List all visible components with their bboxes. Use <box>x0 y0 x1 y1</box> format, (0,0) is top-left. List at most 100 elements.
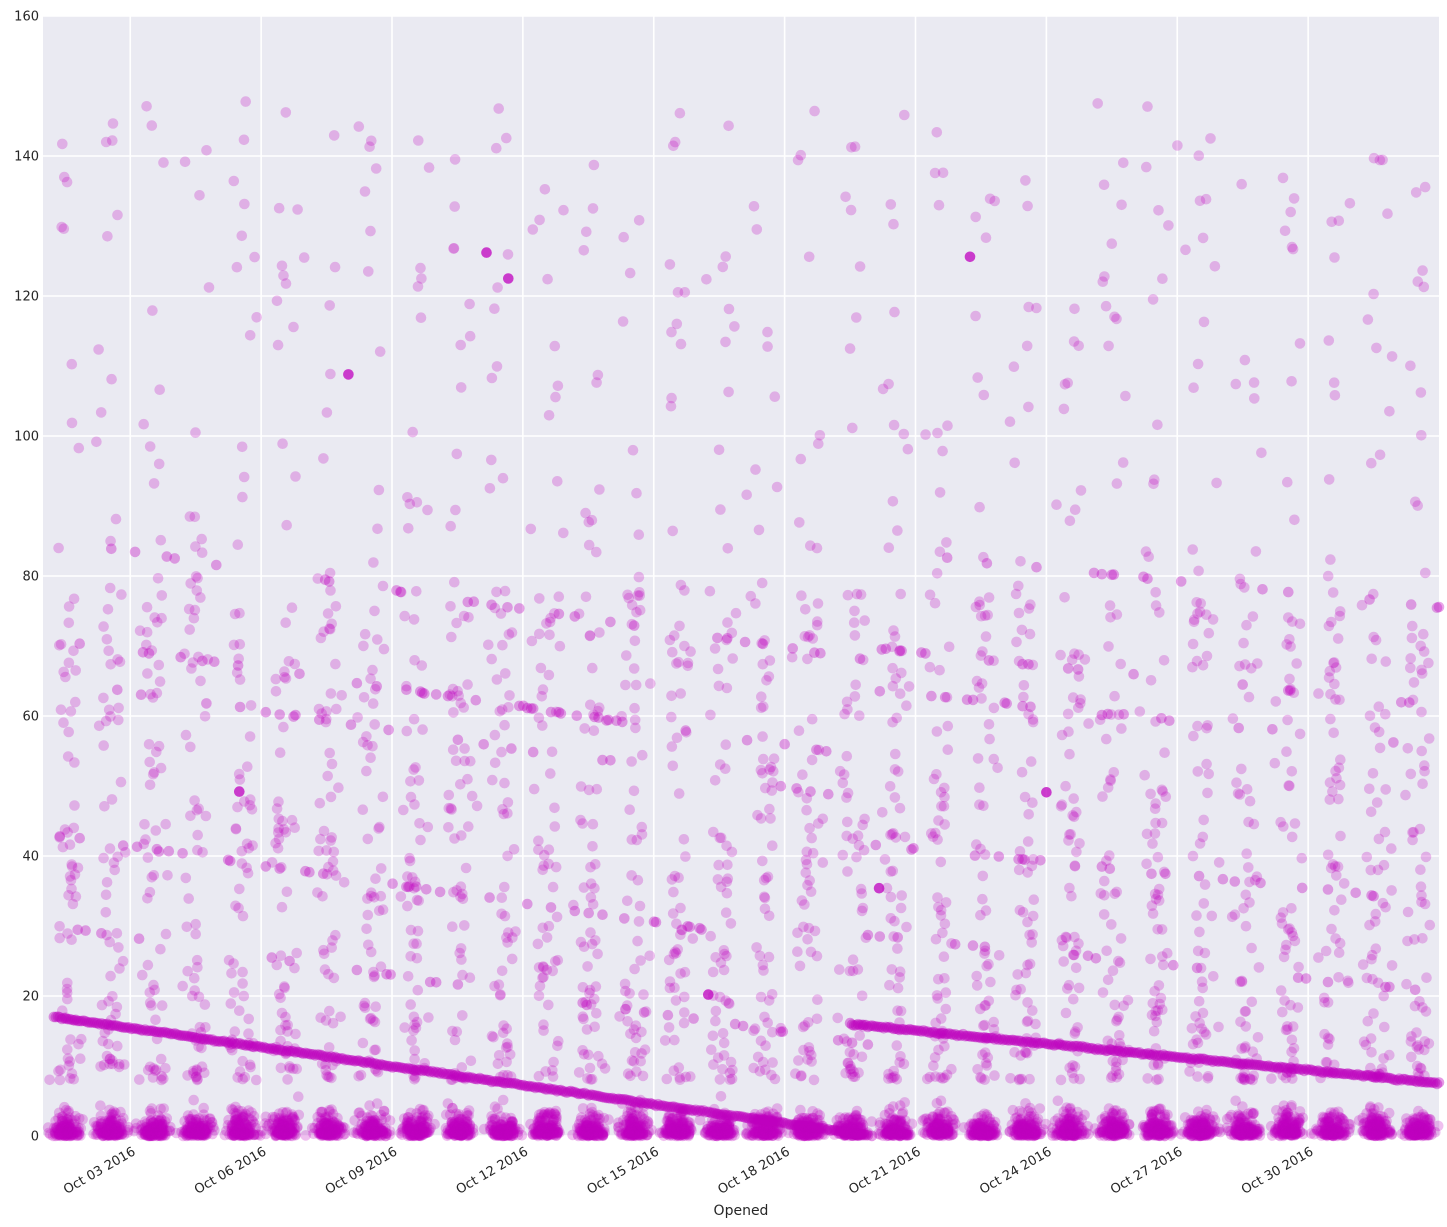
scatter-point <box>115 776 127 788</box>
scatter-point <box>985 976 996 988</box>
scatter-point <box>66 417 78 429</box>
scatter-point <box>150 1064 162 1076</box>
scatter-point <box>358 1000 370 1012</box>
scatter-point <box>235 1129 246 1141</box>
scatter-point <box>288 321 299 333</box>
scatter-point <box>192 572 203 584</box>
scatter-point <box>273 813 285 825</box>
scatter-point <box>105 1127 116 1139</box>
scatter-point <box>272 339 284 351</box>
scatter-point <box>62 1117 73 1128</box>
scatter-point <box>415 262 426 274</box>
scatter-point <box>185 578 196 589</box>
scatter-point <box>494 1118 506 1130</box>
scatter-point <box>150 1128 161 1139</box>
scatter-point <box>500 1042 512 1053</box>
scatter-point <box>1016 766 1028 778</box>
scatter-point <box>538 860 550 871</box>
scatter-point <box>157 1130 168 1141</box>
scatter-point <box>273 796 284 807</box>
scatter-point <box>229 608 241 620</box>
scatter-point <box>112 851 123 863</box>
scatter-point <box>486 1030 498 1042</box>
scatter-point <box>61 1114 72 1125</box>
scatter-point <box>185 1127 196 1139</box>
scatter-point <box>238 471 250 483</box>
scatter-point <box>185 1127 197 1139</box>
scatter-point <box>629 702 640 714</box>
scatter-point <box>114 656 126 668</box>
scatter-point <box>158 1119 169 1130</box>
scatter-point <box>53 1124 64 1135</box>
scatter-point <box>241 862 252 874</box>
scatter-point <box>338 877 350 888</box>
scatter-point <box>449 833 460 844</box>
scatter-point <box>940 987 952 998</box>
scatter-point <box>143 1130 155 1142</box>
scatter-point <box>231 1125 243 1136</box>
scatter-point <box>155 943 166 955</box>
scatter-point <box>57 1128 69 1139</box>
scatter-point <box>771 481 783 493</box>
scatter-point <box>113 1121 124 1133</box>
scatter-point <box>543 410 555 421</box>
scatter-point <box>497 1094 509 1106</box>
scatter-point <box>100 889 112 901</box>
scatter-point <box>189 1127 200 1138</box>
scatter-point <box>879 854 891 865</box>
scatter-point <box>182 1128 194 1139</box>
scatter-point <box>849 630 861 641</box>
scatter-point <box>115 1125 127 1137</box>
scatter-point <box>195 592 206 603</box>
scatter-point <box>151 1114 162 1126</box>
scatter-point <box>58 223 70 234</box>
scatter-point <box>358 640 369 652</box>
scatter-point <box>971 980 983 991</box>
scatter-point <box>638 989 649 1000</box>
scatter-point <box>545 768 556 779</box>
scatter-point <box>65 1130 77 1141</box>
scatter-point <box>664 976 676 987</box>
scatter-point <box>150 825 162 836</box>
scatter-point <box>757 959 769 971</box>
scatter-point <box>148 1122 159 1133</box>
scatter-point <box>679 966 691 978</box>
scatter-point <box>60 1126 72 1137</box>
scatter-point <box>720 251 731 262</box>
scatter-point <box>193 1041 204 1052</box>
scatter-point <box>106 1108 118 1119</box>
scatter-point <box>502 1129 514 1141</box>
scatter-point <box>286 602 298 613</box>
scatter-point <box>408 614 420 625</box>
scatter-point <box>291 947 303 959</box>
scatter-point <box>678 834 690 845</box>
scatter-point <box>90 1129 102 1141</box>
scatter-point <box>275 992 286 1004</box>
scatter-point <box>588 159 600 171</box>
scatter-point <box>812 994 823 1005</box>
scatter-point <box>983 592 995 603</box>
scatter-point <box>97 1126 108 1138</box>
scatter-point <box>675 929 686 940</box>
scatter-point <box>116 1118 128 1129</box>
scatter-point <box>103 1130 114 1141</box>
scatter-point <box>270 673 282 685</box>
scatter-point <box>95 1128 107 1139</box>
scatter-point <box>64 1124 75 1135</box>
scatter-point <box>59 1101 70 1113</box>
scatter-point <box>184 624 195 635</box>
scatter-point <box>929 1052 941 1063</box>
scatter-point <box>200 1125 211 1137</box>
scatter-point <box>795 453 807 465</box>
scatter-point <box>725 1056 737 1068</box>
scatter-point <box>56 1114 68 1125</box>
scatter-point <box>377 580 389 592</box>
scatter-point <box>373 823 384 834</box>
scatter-point <box>113 714 124 726</box>
scatter-point <box>186 1127 198 1138</box>
scatter-point <box>493 103 505 114</box>
scatter-point <box>154 1127 166 1138</box>
scatter-point <box>68 645 79 657</box>
scatter-point <box>237 978 248 989</box>
scatter-point <box>546 746 558 758</box>
